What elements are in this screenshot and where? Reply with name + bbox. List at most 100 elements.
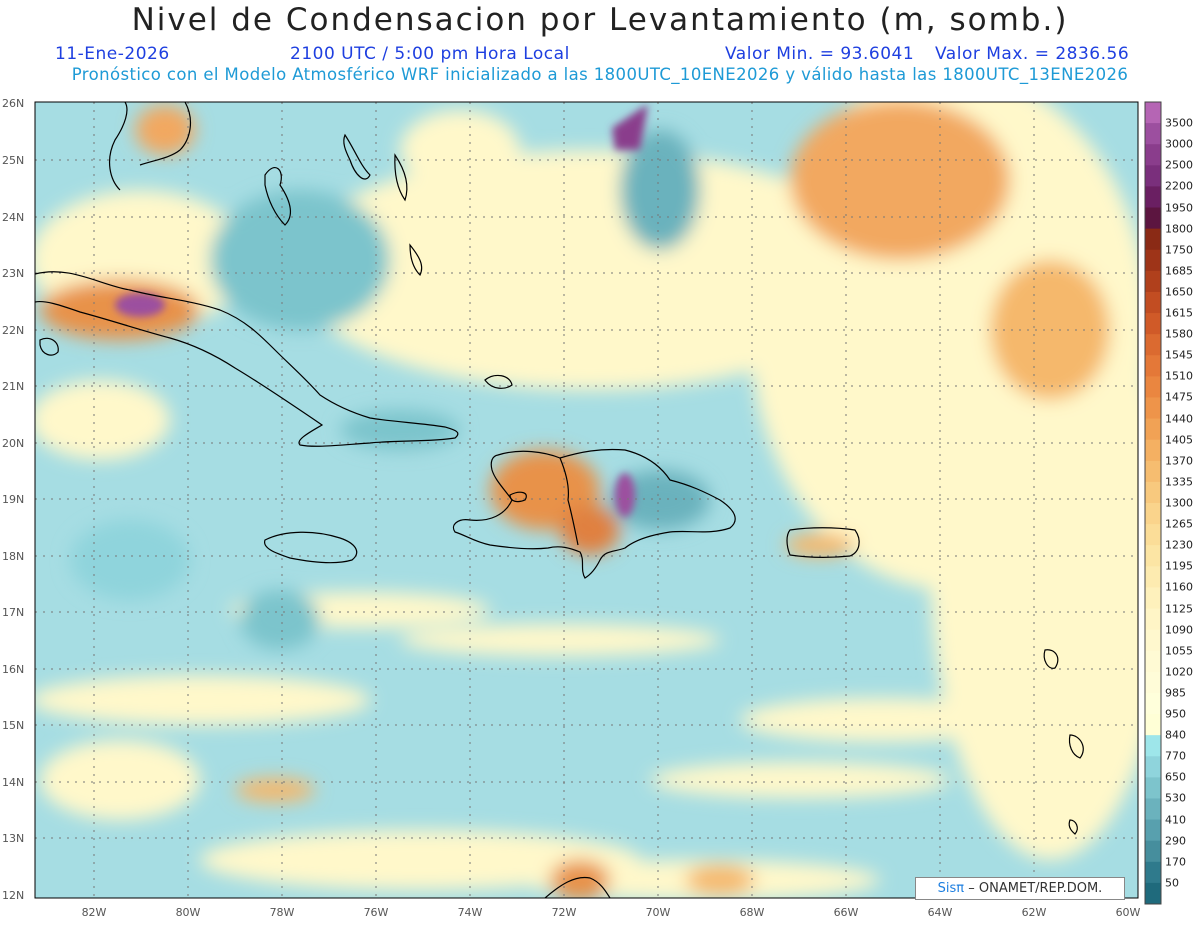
colorbar-swatch	[1145, 777, 1161, 799]
colorbar-swatch	[1145, 671, 1161, 694]
colorbar-swatch	[1145, 186, 1161, 209]
colorbar-label: 1020	[1165, 665, 1193, 679]
colorbar-swatch	[1145, 165, 1161, 187]
coast-venezuela	[544, 876, 611, 898]
lat-label: 22N	[2, 324, 25, 337]
colorbar-label: 1090	[1165, 623, 1193, 637]
colorbar-label: 410	[1165, 813, 1186, 827]
colorbar-label: 770	[1165, 749, 1186, 763]
coast-cuba	[35, 271, 459, 447]
colorbar-swatch	[1145, 249, 1161, 272]
coast-border	[559, 457, 579, 546]
lat-label: 15N	[2, 719, 25, 732]
model-info-line: Pronóstico con el Modelo Atmosférico WRF…	[71, 65, 1129, 84]
colorbar-label: 1300	[1165, 496, 1193, 510]
credit-box: Sisπ – ONAMET/REP.DOM.	[915, 877, 1125, 900]
time-label: 2100 UTC / 5:00 pm Hora Local	[290, 44, 570, 64]
colorbar	[1144, 101, 1162, 905]
colorbar-swatch	[1145, 418, 1161, 441]
lon-label: 82W	[81, 906, 107, 919]
colorbar-label: 2500	[1165, 158, 1193, 172]
colorbar-swatch	[1145, 291, 1161, 314]
colorbar-label: 3500	[1165, 116, 1193, 130]
colorbar-label: 1545	[1165, 348, 1193, 362]
coast-bahamas-2	[343, 133, 371, 180]
coast-gonave	[509, 491, 527, 503]
colorbar-label: 1370	[1165, 454, 1193, 468]
lon-label: 70W	[645, 906, 671, 919]
colorbar-swatch	[1145, 798, 1161, 821]
colorbar-label: 50	[1165, 876, 1179, 890]
colorbar-swatch	[1145, 650, 1161, 673]
coast-turks	[484, 374, 513, 389]
colorbar-swatch	[1145, 313, 1161, 335]
colorbar-swatch	[1145, 397, 1161, 420]
colorbar-label: 290	[1165, 834, 1186, 848]
credit-org: – ONAMET/REP.DOM.	[968, 881, 1103, 896]
colorbar-label: 1160	[1165, 580, 1193, 594]
coast-guadeloupe	[1043, 649, 1059, 669]
coast-martinique	[1068, 734, 1084, 759]
colorbar-swatch	[1145, 460, 1161, 483]
colorbar-swatch	[1145, 144, 1161, 166]
colorbar-label: 530	[1165, 791, 1186, 805]
colorbar-swatch	[1145, 228, 1161, 251]
colorbar-swatch	[1145, 439, 1161, 462]
lat-label: 26N	[2, 97, 25, 110]
colorbar-label: 1055	[1165, 644, 1193, 658]
colorbar-label: 170	[1165, 855, 1186, 869]
colorbar-label: 1750	[1165, 243, 1193, 257]
lat-label: 19N	[2, 493, 25, 506]
coast-florida	[108, 102, 192, 191]
colorbar-label: 1580	[1165, 327, 1193, 341]
colorbar-swatch	[1145, 714, 1161, 736]
coast-bahamas-1	[264, 167, 292, 226]
lat-label: 16N	[2, 663, 25, 676]
colorbar-label: 1230	[1165, 538, 1193, 552]
plot-frame	[34, 101, 1139, 899]
lat-label: 12N	[2, 889, 25, 902]
lat-label: 18N	[2, 550, 25, 563]
coastlines	[35, 102, 1084, 898]
coast-barbados	[1068, 819, 1078, 835]
colorbar-swatch	[1145, 692, 1161, 715]
credit-brand: Sisπ	[937, 881, 965, 896]
lon-label: 66W	[833, 906, 859, 919]
colorbar-label: 1405	[1165, 433, 1193, 447]
colorbar-swatch	[1145, 735, 1161, 757]
colorbar-label: 2200	[1165, 179, 1193, 193]
lat-label: 24N	[2, 211, 25, 224]
lat-label: 23N	[2, 267, 25, 280]
lat-label: 17N	[2, 606, 25, 619]
map-title: Nivel de Condensacion por Levantamiento …	[131, 2, 1069, 38]
colorbar-label: 1950	[1165, 201, 1193, 215]
colorbar-swatch	[1145, 608, 1161, 631]
colorbar-swatch	[1145, 123, 1161, 145]
lon-label: 62W	[1021, 906, 1047, 919]
colorbar-label: 840	[1165, 728, 1186, 742]
colorbar-label: 985	[1165, 686, 1186, 700]
lat-label: 21N	[2, 380, 25, 393]
colorbar-swatch	[1145, 756, 1161, 778]
colorbar-swatch	[1145, 376, 1161, 398]
colorbar-label: 1125	[1165, 602, 1193, 616]
coast-bahamas-3	[394, 153, 408, 202]
colorbar-label: 650	[1165, 770, 1186, 784]
colorbar-swatch	[1145, 334, 1161, 356]
min-value-label: Valor Min. = 93.6041	[725, 44, 915, 64]
lon-label: 72W	[551, 906, 577, 919]
coast-bahamas-4	[409, 243, 423, 277]
lat-label: 13N	[2, 832, 25, 845]
lat-label: 14N	[2, 776, 25, 789]
colorbar-label: 1195	[1165, 559, 1193, 573]
lon-label: 74W	[457, 906, 483, 919]
colorbar-label: 1265	[1165, 517, 1193, 531]
lon-label: 64W	[927, 906, 953, 919]
lon-label: 78W	[269, 906, 295, 919]
coast-hispaniola	[452, 448, 736, 579]
lon-label: 76W	[363, 906, 389, 919]
colorbar-swatch	[1145, 819, 1161, 842]
max-value-label: Valor Max. = 2836.56	[935, 44, 1130, 64]
colorbar-label: 1650	[1165, 285, 1193, 299]
